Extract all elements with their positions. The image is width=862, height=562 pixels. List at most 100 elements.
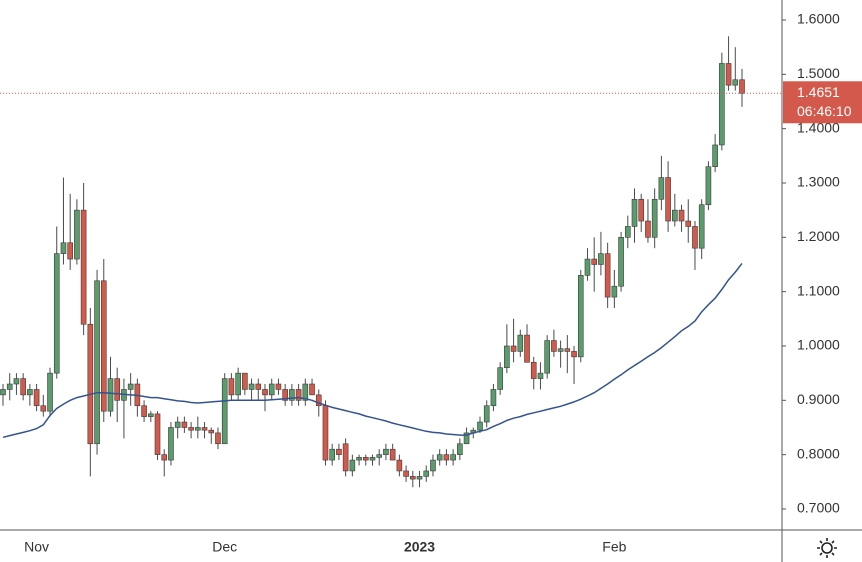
candle-body [275,383,282,390]
candle-body [376,454,383,458]
candle-body [544,340,550,374]
candle-body [329,448,335,461]
candle-body [242,372,248,390]
candle-body [47,372,53,412]
gear-teeth [817,538,837,558]
moving-average [2,262,743,439]
candle-body [188,427,194,431]
candle-body [302,383,309,401]
candle-body [255,383,262,390]
candle-body [33,389,40,407]
candle-body [181,421,188,428]
candle-body [504,345,510,369]
candle-body [336,448,342,455]
candle-body [40,405,47,412]
candle-body [6,383,13,390]
candle-body [658,177,665,200]
candle-body [248,383,255,390]
candle-body [712,144,718,167]
candle-body [201,427,208,431]
candle-body [665,177,671,222]
y-tick-label: 1.1000 [797,282,840,298]
y-tick-label: 1.3000 [797,174,840,190]
candle-body [732,79,739,86]
candle-body [215,432,221,445]
x-tick-label: Feb [602,539,626,555]
candle-body [362,457,369,461]
x-tick-label: Nov [24,539,49,555]
candle-body [705,166,712,206]
candle-body [127,383,134,390]
candle-body [53,253,60,374]
candle-body [13,378,20,385]
gear-core [821,542,833,554]
y-tick-label: 0.9000 [797,391,840,407]
x-tick-label: Dec [212,539,237,555]
candle-body [403,470,409,477]
candle-body [571,351,577,358]
countdown: 06:46:10 [797,103,852,119]
candle-body [698,204,705,249]
candle-body [530,361,537,379]
price-tag [783,81,862,124]
candle-body [463,432,470,445]
candle-body [497,367,503,390]
candle-body [510,345,517,352]
candle-body [369,457,376,461]
candle-body [100,280,107,412]
candle-body [141,405,147,417]
candle-body [80,209,87,325]
candle-body [430,459,436,472]
candle-body [289,389,295,401]
y-tick-label: 1.2000 [797,228,840,244]
candle-body [322,405,329,461]
candle-body [315,394,322,407]
candle-body [161,454,168,461]
y-tick-label: 0.8000 [797,445,840,461]
y-tick-label: 0.7000 [797,500,840,516]
candle-body [74,209,80,260]
candle-body [725,63,732,86]
candle-body [483,405,490,423]
settings-icon[interactable] [817,538,837,558]
candle-body [168,427,174,461]
candle-body [60,242,67,254]
candle-body [692,226,698,249]
candle-body [195,427,201,431]
candle-body [235,372,241,396]
candle-body [564,348,571,352]
candle-body [719,63,725,146]
candle-body [685,220,692,227]
candle-body [598,253,604,265]
candle-body [221,378,228,445]
candle-body [114,378,121,401]
candle-body [268,383,275,396]
candle-body [282,389,288,401]
candle-body [87,323,94,445]
candle-body [349,459,356,472]
candle-body [477,421,483,431]
x-tick-label: 2023 [404,539,435,555]
candle-body [645,220,651,238]
candle-body [604,253,611,298]
candle-body [0,389,6,396]
candle-body [638,198,645,222]
candle-body [416,476,423,480]
candle-body [557,348,564,352]
candle-body [107,378,114,412]
candle-body [436,454,443,461]
candle-body [672,209,678,222]
candle-body [383,448,389,455]
candle-body [631,198,638,227]
candle-body [537,372,544,379]
candle-body [591,258,598,265]
candle-body [154,413,161,455]
candle-body [174,421,181,428]
candle-body [396,459,403,472]
candle-body [208,429,215,434]
y-tick-label: 1.0000 [797,337,840,353]
candle-body [624,226,631,238]
price-tag-value: 1.4651 [797,84,840,100]
candle-body [443,454,450,461]
candle-body [678,209,685,222]
